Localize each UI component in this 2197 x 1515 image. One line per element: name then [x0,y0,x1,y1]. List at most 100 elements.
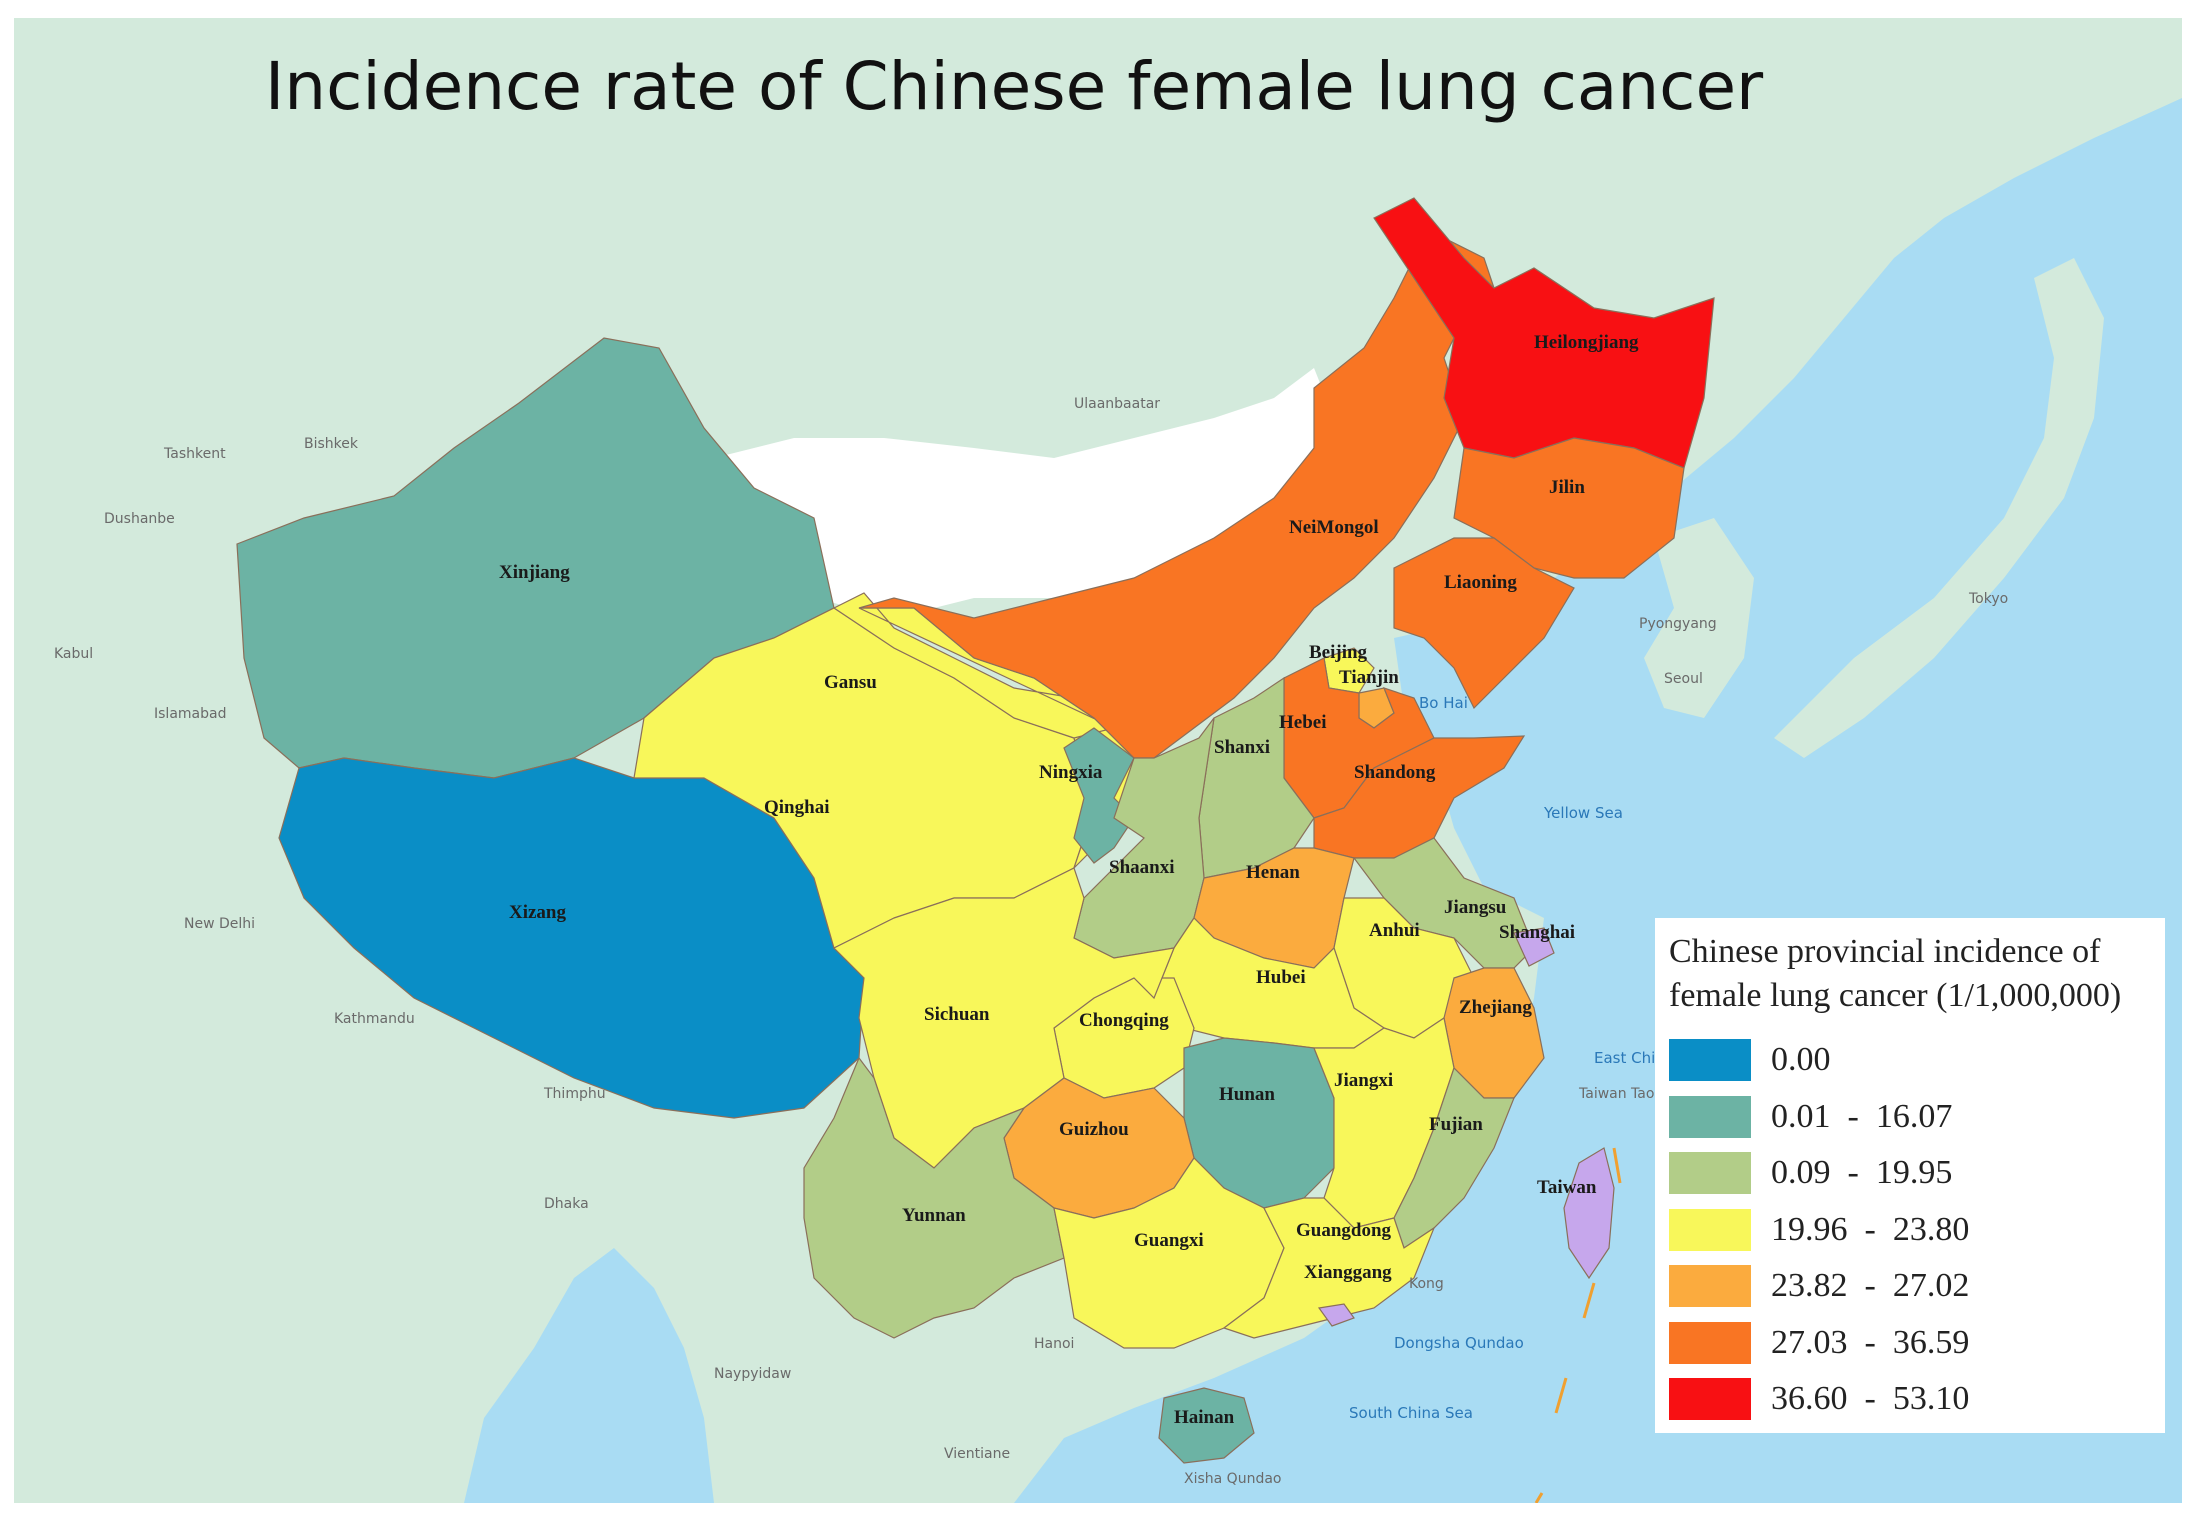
label-new-delhi: New Delhi [184,916,255,932]
label-guizhou: Guizhou [1059,1119,1129,1140]
label-thimphu: Thimphu [543,1086,606,1102]
label-shandong: Shandong [1354,762,1436,783]
label-taiwan-tao: Taiwan Tao [1578,1086,1654,1102]
label-zhejiang: Zhejiang [1459,997,1532,1018]
label-xisha-qundao: Xisha Qundao [1184,1471,1281,1487]
legend-title-line2: female lung cancer (1/1,000,000) [1669,977,2122,1014]
province-yunnan[interactable] [803,1056,1065,1339]
label-yunnan: Yunnan [902,1205,966,1226]
legend-swatch [1669,1095,1751,1138]
province-hainan[interactable] [1158,1387,1255,1464]
label-jiangsu: Jiangsu [1444,897,1507,918]
korea-land [1644,518,1754,718]
legend-row: 0.00 [1669,1032,2151,1089]
label-shanghai: Shanghai [1499,922,1575,943]
label-henan: Henan [1246,862,1300,883]
legend: Chinese provincial incidence of female l… [1655,918,2165,1433]
label-hubei: Hubei [1256,967,1306,988]
legend-swatch [1669,1321,1751,1364]
province-liaoning[interactable] [1393,537,1575,710]
label-gansu: Gansu [824,672,877,693]
province-guangdong[interactable] [1222,1197,1436,1339]
label-dhaka: Dhaka [544,1196,589,1212]
province-jilin[interactable] [1453,437,1685,579]
label-kathmandu: Kathmandu [334,1011,415,1027]
label-tashkent: Tashkent [163,446,226,462]
label-kong: Kong [1409,1276,1444,1292]
legend-title-line1: Chinese provincial incidence of [1669,933,2101,970]
label-neimongol: NeiMongol [1289,517,1379,538]
province-labels: Heilongjiang Jilin NeiMongol Liaoning Xi… [499,332,1639,1428]
legend-label: 27.03 - 36.59 [1771,1323,1970,1361]
label-dongsha-qundao: Dongsha Qundao [1394,1334,1524,1352]
legend-label: 0.09 - 19.95 [1771,1154,1953,1192]
label-qinghai: Qinghai [764,797,829,818]
legend-title: Chinese provincial incidence of female l… [1669,930,2151,1018]
legend-row: 0.01 - 16.07 [1669,1089,2151,1146]
label-islamabad: Islamabad [154,706,226,722]
legend-row: 36.60 - 53.10 [1669,1371,2151,1428]
label-tianjin: Tianjin [1339,667,1399,688]
label-ulaanbaatar: Ulaanbaatar [1074,396,1160,412]
label-taiwan: Taiwan [1537,1177,1597,1198]
japan-land [1774,258,2104,758]
map-title: Incidence rate of Chinese female lung ca… [264,48,1764,125]
label-south-china-sea: South China Sea [1349,1404,1473,1422]
label-dushanbe: Dushanbe [104,511,175,527]
province-heilongjiang[interactable] [1373,197,1715,469]
label-shanxi: Shanxi [1214,737,1270,758]
label-xinjiang: Xinjiang [499,562,570,583]
label-vientiane: Vientiane [944,1446,1010,1462]
label-jiangxi: Jiangxi [1334,1070,1393,1091]
label-hanoi: Hanoi [1034,1336,1074,1352]
province-layer [236,197,1715,1464]
label-beijing: Beijing [1309,642,1368,663]
province-xianggang[interactable] [1317,1303,1355,1327]
legend-label: 36.60 - 53.10 [1771,1380,1970,1418]
legend-row: 19.96 - 23.80 [1669,1202,2151,1259]
sea-area-bay-of-bengal [464,1248,714,1503]
legend-row: 0.09 - 19.95 [1669,1145,2151,1202]
label-sichuan: Sichuan [924,1004,990,1025]
choropleth-map[interactable]: Bo Hai Yellow Sea East China Sea South C… [14,18,2182,1503]
legend-swatch [1669,1039,1751,1082]
legend-swatch [1669,1265,1751,1308]
legend-label: 19.96 - 23.80 [1771,1210,1970,1248]
province-ningxia[interactable] [1063,727,1135,864]
legend-rows: 0.00 0.01 - 16.07 0.09 - 19.95 19.96 - 2… [1669,1032,2151,1428]
legend-swatch [1669,1378,1751,1421]
label-ningxia: Ningxia [1039,762,1103,783]
label-liaoning: Liaoning [1444,572,1517,593]
label-bo-hai: Bo Hai [1419,694,1468,712]
province-shanghai[interactable] [1513,927,1555,967]
label-heilongjiang: Heilongjiang [1534,332,1639,353]
label-guangxi: Guangxi [1134,1230,1204,1251]
label-anhui: Anhui [1369,920,1420,941]
legend-row: 27.03 - 36.59 [1669,1315,2151,1372]
label-seoul: Seoul [1664,671,1703,687]
label-yellow-sea: Yellow Sea [1543,804,1623,822]
label-guangdong: Guangdong [1296,1220,1392,1241]
label-shaanxi: Shaanxi [1109,857,1174,878]
label-hebei: Hebei [1279,712,1327,733]
province-sichuan[interactable] [832,867,1175,1169]
label-bishkek: Bishkek [304,436,359,452]
legend-row: 23.82 - 27.02 [1669,1258,2151,1315]
legend-label: 0.01 - 16.07 [1771,1097,1953,1135]
label-naypyidaw: Naypyidaw [714,1366,791,1382]
label-fujian: Fujian [1429,1114,1483,1135]
map-frame: Bo Hai Yellow Sea East China Sea South C… [14,18,2182,1503]
label-xianggang: Xianggang [1304,1262,1392,1283]
label-hunan: Hunan [1219,1084,1275,1105]
legend-swatch [1669,1208,1751,1251]
label-xizang: Xizang [509,902,567,923]
label-chongqing: Chongqing [1079,1010,1169,1031]
boundary-dashes [1534,1147,1622,1503]
label-jilin: Jilin [1549,477,1585,498]
label-pyongyang: Pyongyang [1639,616,1717,632]
province-taiwan[interactable] [1563,1147,1615,1280]
label-hainan: Hainan [1174,1407,1235,1428]
legend-swatch [1669,1152,1751,1195]
label-tokyo: Tokyo [1968,591,2008,607]
label-kabul: Kabul [54,646,93,662]
